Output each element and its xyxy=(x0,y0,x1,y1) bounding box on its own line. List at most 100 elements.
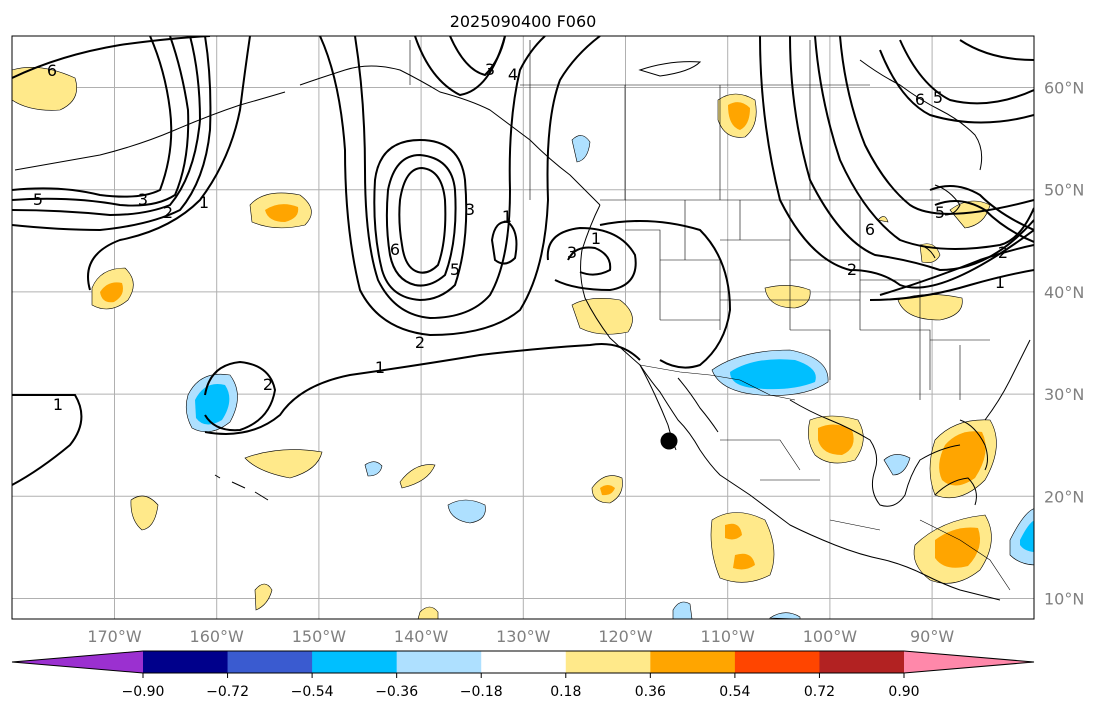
contour-label: 3 xyxy=(567,243,577,262)
contour-line xyxy=(398,166,447,274)
contour-line xyxy=(12,393,83,486)
yucatan xyxy=(934,477,977,506)
colorbar-tick-label: −0.72 xyxy=(206,684,249,700)
latitude-labels: 60°N 50°N 40°N 30°N 20°N 10°N xyxy=(1044,79,1084,609)
contour-line xyxy=(12,36,211,79)
colorbar-tick-label: −0.90 xyxy=(122,684,165,700)
shade-yellow xyxy=(710,512,775,583)
shade-lightblue xyxy=(769,612,801,619)
colorbar xyxy=(11,650,1035,674)
canada-provinces xyxy=(520,40,870,200)
shade-orange xyxy=(600,485,615,496)
longitude-label: 140°W xyxy=(394,627,449,646)
shade-yellow xyxy=(130,495,159,531)
shade-orange xyxy=(939,431,986,486)
shade-yellow xyxy=(399,464,436,489)
contour-label: 1 xyxy=(375,358,385,377)
contour-label: 6 xyxy=(47,61,57,80)
longitude-labels: 170°W 160°W 150°W 140°W 130°W 120°W 110°W 100°W… xyxy=(87,627,954,646)
hawaii xyxy=(214,474,269,501)
east-coast xyxy=(984,339,1031,421)
gulf-of-california xyxy=(677,377,719,433)
contour-line xyxy=(839,36,1034,215)
latitude-label: 20°N xyxy=(1044,487,1084,506)
north-america-west-coast xyxy=(580,204,1001,601)
shade-lightblue xyxy=(672,601,693,619)
contour-line xyxy=(373,138,468,302)
shade-lightblue xyxy=(571,135,591,163)
contour-line xyxy=(12,36,202,217)
latitude-label: 50°N xyxy=(1044,181,1084,200)
contour-label: 1 xyxy=(53,395,63,414)
contour-label: 2 xyxy=(263,375,273,394)
colorbar-low-extend xyxy=(12,651,143,673)
colorbar-high-extend xyxy=(904,651,1034,673)
contour-label: 2 xyxy=(847,260,857,279)
longitude-label: 160°W xyxy=(190,627,245,646)
contour-label: 3 xyxy=(465,200,475,219)
contour-line xyxy=(546,226,637,292)
contour-label: 2 xyxy=(163,203,173,222)
longitude-label: 100°W xyxy=(803,627,858,646)
contour-line xyxy=(599,220,732,369)
colorbar-segment xyxy=(650,651,736,673)
shade-blue xyxy=(1020,520,1034,552)
shade-orange xyxy=(733,553,755,570)
aleutian-islands xyxy=(14,91,286,171)
shade-yellow xyxy=(877,216,889,223)
mexico-states xyxy=(720,439,881,531)
contour-lines xyxy=(12,36,1034,486)
shade-orange xyxy=(725,523,742,540)
shade-yellow xyxy=(244,449,323,479)
colorbar-tick-label: 0.36 xyxy=(635,684,666,700)
contour-line xyxy=(789,36,1034,272)
latitude-label: 60°N xyxy=(1044,79,1084,98)
colorbar-tick-label: −0.36 xyxy=(375,684,418,700)
latitude-label: 10°N xyxy=(1044,590,1084,609)
contour-label: 6 xyxy=(865,220,875,239)
longitude-label: 150°W xyxy=(292,627,347,646)
contour-label: 1 xyxy=(502,207,512,226)
shade-orange xyxy=(935,527,981,568)
contour-line xyxy=(934,200,1034,243)
hudson-bay xyxy=(859,59,983,171)
colorbar-tick-label: 0.54 xyxy=(719,684,750,700)
colorbar-tick-label: −0.18 xyxy=(460,684,503,700)
contour-line xyxy=(959,39,1034,61)
chart-title: 2025090400 F060 xyxy=(450,12,597,31)
contour-line xyxy=(759,36,1034,289)
colorbar-tick-labels: −0.90 −0.72 −0.54 −0.36 −0.18 0.18 0.36 0.54 0.7… xyxy=(122,673,920,700)
latitude-label: 40°N xyxy=(1044,283,1084,302)
contour-labels: 6 5 3 2 1 3 4 5 6 3 1 2 3 1 1 2 1 2 6 5 … xyxy=(33,60,1008,414)
gulf-coast xyxy=(789,399,961,507)
shade-orange xyxy=(818,424,854,455)
contour-line xyxy=(490,220,518,265)
alaska-coast xyxy=(299,65,601,206)
contour-label: 5 xyxy=(933,88,943,107)
contour-line xyxy=(204,343,641,435)
shade-blue xyxy=(195,384,230,425)
contour-label: 3 xyxy=(485,60,495,79)
contour-label: 1 xyxy=(591,229,601,248)
longitude-label: 130°W xyxy=(496,627,551,646)
contour-line xyxy=(385,153,457,287)
contour-line xyxy=(899,39,1034,105)
colorbar-segment xyxy=(734,651,820,673)
shade-lightblue xyxy=(883,454,911,476)
contour-label: 2 xyxy=(998,243,1008,262)
longitude-label: 120°W xyxy=(598,627,653,646)
colorbar-segment xyxy=(819,651,905,673)
longitude-label: 170°W xyxy=(87,627,142,646)
contour-line xyxy=(87,36,251,291)
location-marker xyxy=(660,432,678,450)
colorbar-segment xyxy=(143,651,229,673)
contour-line xyxy=(319,36,601,337)
colorbar-segment xyxy=(565,651,651,673)
contour-label: 1 xyxy=(199,193,209,212)
shade-yellow xyxy=(12,67,77,111)
contour-label: 1 xyxy=(995,273,1005,292)
contour-line xyxy=(449,36,506,77)
contour-label: 6 xyxy=(915,90,925,109)
